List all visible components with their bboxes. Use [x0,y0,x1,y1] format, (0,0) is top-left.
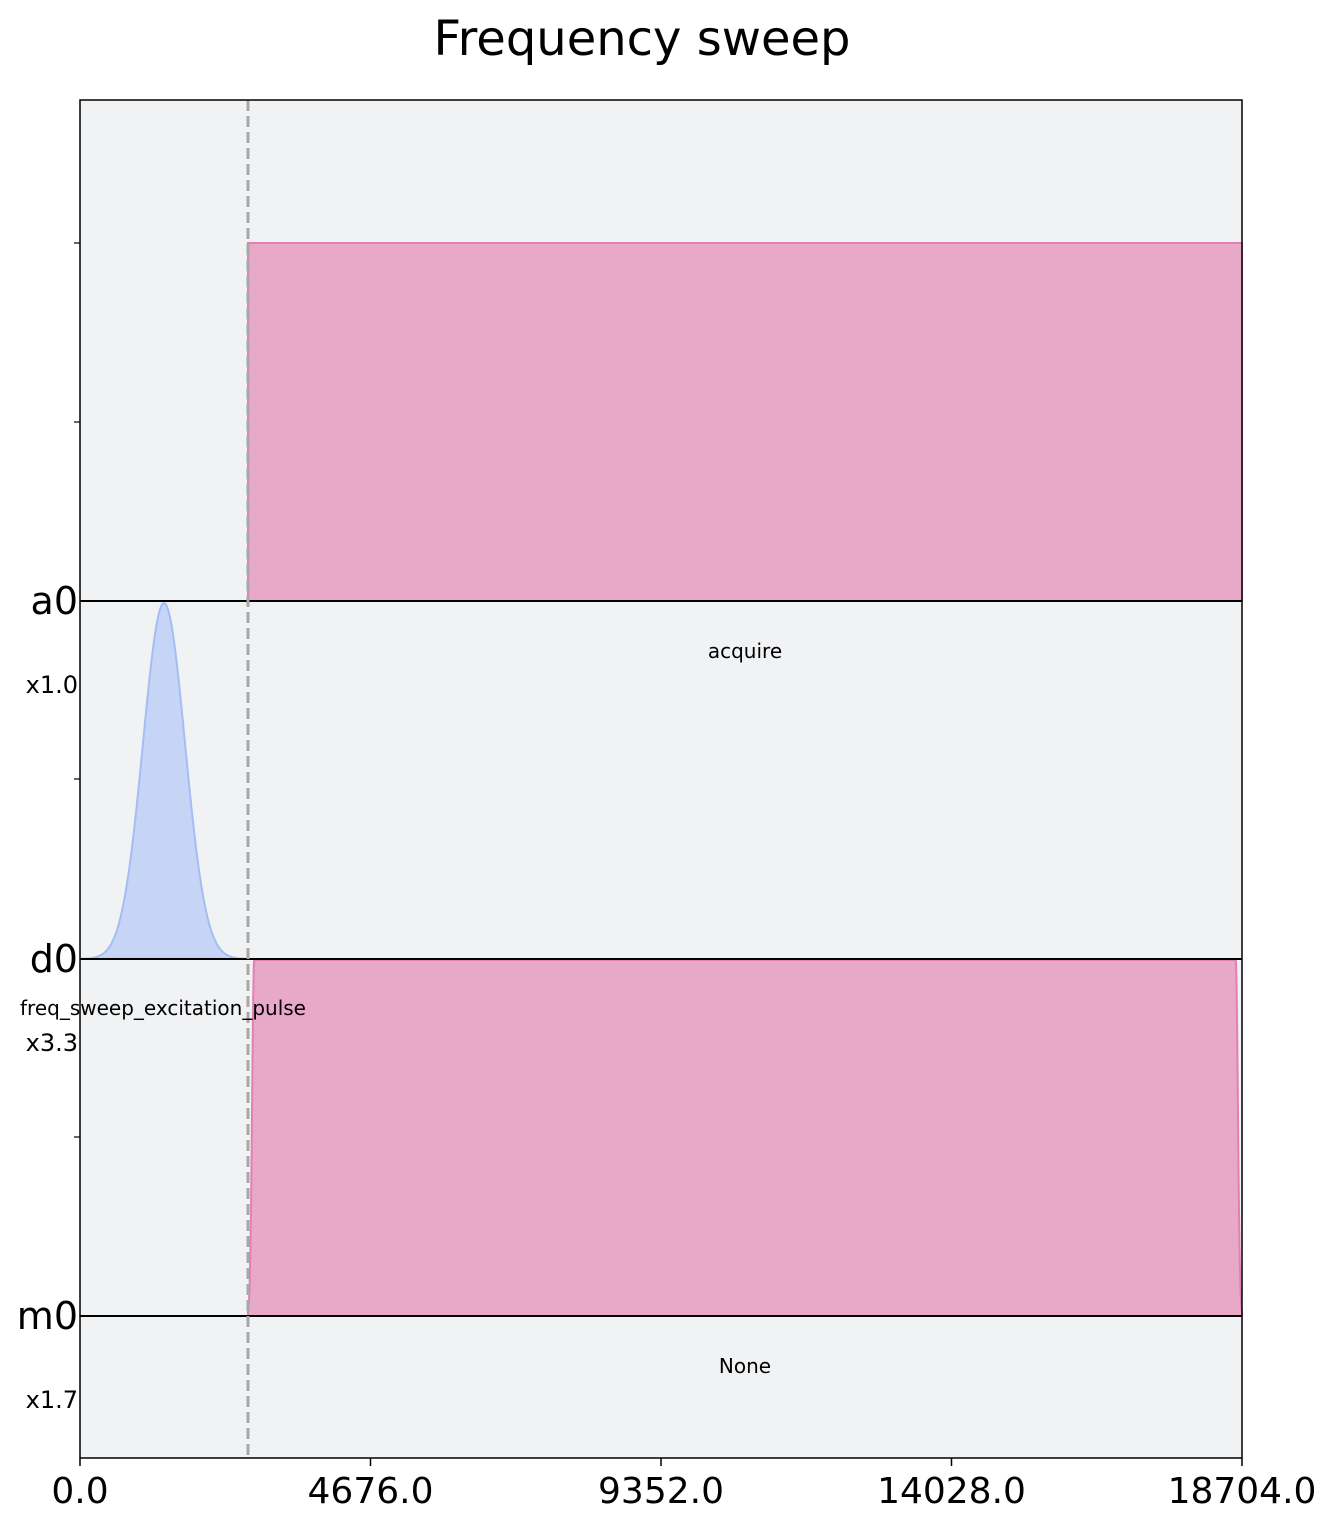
channel-label-d0: d0 [30,937,78,981]
waveform-a0 [246,242,1243,602]
x-tick-label: 4676.0 [308,1471,434,1512]
waveform-d0 [79,601,249,960]
channel-scale-label: x1.7 [26,1386,78,1414]
channel-scale-label: x1.0 [26,671,78,699]
instruction-label: acquire [708,639,782,663]
channel-label-m0: m0 [17,1294,78,1338]
x-tick-label: 9352.0 [598,1471,724,1512]
x-tick-label: 0.0 [51,1471,108,1512]
channel-scale-label: x3.3 [26,1029,78,1057]
x-tick-label: 14028.0 [877,1471,1026,1512]
waveform-m0 [246,959,1243,1317]
instruction-label: freq_sweep_excitation_pulse [20,996,306,1020]
y-axis-ticks [74,242,80,1138]
x-tick-label: 18704.0 [1168,1471,1317,1512]
instruction-label: None [719,1354,771,1378]
chart-title: Frequency sweep [433,11,850,67]
channel-label-a0: a0 [31,579,78,623]
channel-baselines [80,600,1242,1317]
x-axis-ticks: 0.0 4676.0 9352.0 14028.0 18704.0 [51,1458,1316,1512]
channel-labels: a0 acquire d0 x1.0 freq_sweep_excitation_pul… [17,579,782,1414]
